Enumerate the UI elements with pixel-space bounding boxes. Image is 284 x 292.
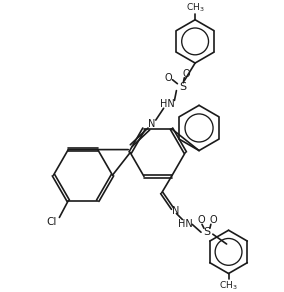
Text: Cl: Cl [46,217,57,227]
Text: O: O [197,215,205,225]
Text: HN: HN [178,219,193,229]
Text: N: N [172,206,179,215]
Text: S: S [203,227,210,237]
Text: S: S [179,82,186,92]
Text: O: O [165,73,172,83]
Text: O: O [182,69,190,79]
Text: O: O [209,215,217,225]
Text: CH$_3$: CH$_3$ [186,2,204,14]
Text: HN: HN [160,99,175,109]
Text: CH$_3$: CH$_3$ [219,279,238,292]
Text: N: N [148,119,156,129]
